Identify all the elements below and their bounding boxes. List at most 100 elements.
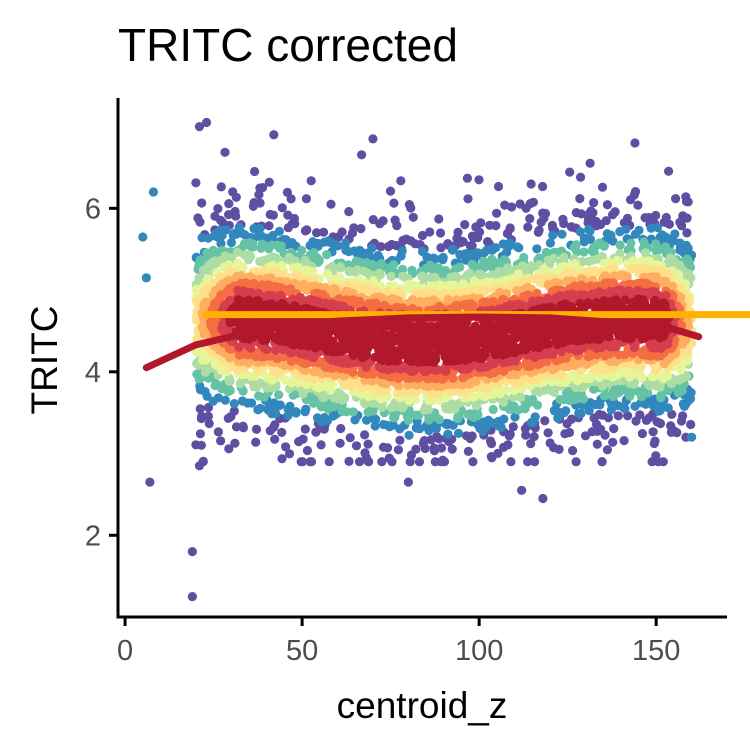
- data-point: [269, 398, 279, 408]
- data-point: [386, 271, 396, 281]
- data-point: [666, 421, 676, 431]
- data-point: [533, 227, 544, 237]
- data-point: [678, 411, 688, 421]
- data-point: [575, 194, 585, 204]
- data-point: [526, 439, 536, 449]
- data-point: [306, 457, 317, 467]
- data-point: [305, 240, 315, 251]
- data-point: [602, 200, 613, 210]
- data-point: [216, 436, 226, 446]
- data-point: [342, 407, 352, 417]
- data-point: [637, 429, 648, 439]
- data-point: [521, 430, 531, 440]
- data-point: [608, 437, 618, 447]
- data-point: [411, 444, 421, 454]
- data-point: [585, 158, 595, 168]
- data-point: [602, 445, 613, 455]
- data-point: [523, 222, 533, 232]
- data-point: [344, 247, 354, 257]
- data-point: [467, 241, 477, 251]
- data-point: [249, 223, 259, 234]
- data-point: [601, 390, 611, 400]
- data-point: [480, 286, 490, 296]
- data-point: [286, 256, 296, 266]
- data-point: [515, 392, 525, 402]
- data-point: [370, 421, 380, 431]
- data-point: [270, 434, 280, 444]
- data-point: [525, 214, 535, 224]
- data-point: [379, 419, 389, 430]
- points-layer: [138, 117, 697, 602]
- data-point: [438, 337, 448, 347]
- data-point: [535, 323, 545, 333]
- data-point: [277, 427, 287, 437]
- data-point: [589, 198, 599, 208]
- data-point: [322, 250, 332, 260]
- data-point: [429, 338, 439, 349]
- data-point: [312, 413, 323, 423]
- data-point: [561, 406, 571, 416]
- data-point: [523, 457, 533, 467]
- data-point: [377, 457, 387, 467]
- data-point: [250, 166, 260, 177]
- data-point: [238, 421, 248, 431]
- data-point: [545, 438, 555, 448]
- data-point: [459, 334, 469, 344]
- data-point: [302, 445, 312, 456]
- data-point: [592, 439, 602, 449]
- data-point: [584, 406, 594, 416]
- data-point: [438, 255, 448, 265]
- data-point: [597, 182, 608, 192]
- data-point: [521, 203, 531, 213]
- data-point: [493, 181, 504, 192]
- data-point: [411, 423, 421, 433]
- data-point: [248, 201, 258, 211]
- data-point: [447, 399, 457, 409]
- data-point: [652, 417, 662, 427]
- data-point: [651, 246, 661, 256]
- data-point: [474, 175, 484, 185]
- data-point: [254, 190, 264, 200]
- data-point: [324, 457, 334, 467]
- data-point: [213, 204, 223, 214]
- data-point: [376, 242, 386, 252]
- data-point: [434, 214, 444, 224]
- data-point: [499, 414, 509, 424]
- data-point: [195, 381, 205, 391]
- data-point: [284, 449, 295, 459]
- data-point: [220, 395, 230, 405]
- data-point: [251, 437, 261, 447]
- data-point: [576, 209, 587, 219]
- data-point: [419, 338, 429, 348]
- data-point: [362, 415, 372, 425]
- data-point: [432, 431, 442, 442]
- data-point: [473, 233, 483, 243]
- data-point: [248, 242, 258, 252]
- data-point: [591, 221, 601, 231]
- data-point: [195, 429, 205, 439]
- data-point: [198, 265, 208, 275]
- data-point: [425, 227, 435, 237]
- data-point: [608, 236, 618, 246]
- data-point: [196, 440, 206, 450]
- data-point: [646, 223, 656, 233]
- data-point: [344, 267, 354, 277]
- chart-title: TRITC corrected: [118, 19, 458, 71]
- data-point: [216, 182, 226, 192]
- data-point: [580, 431, 591, 441]
- data-point: [300, 226, 310, 236]
- data-point: [465, 409, 475, 419]
- data-point: [244, 255, 254, 265]
- data-point: [650, 436, 660, 446]
- data-point: [564, 427, 575, 438]
- data-point: [492, 208, 502, 218]
- data-point: [426, 273, 436, 283]
- data-point: [443, 429, 453, 439]
- data-point: [302, 285, 312, 295]
- data-point: [364, 333, 374, 343]
- data-point: [378, 442, 389, 452]
- data-point: [251, 424, 262, 434]
- data-point: [613, 411, 623, 421]
- data-point: [528, 394, 538, 404]
